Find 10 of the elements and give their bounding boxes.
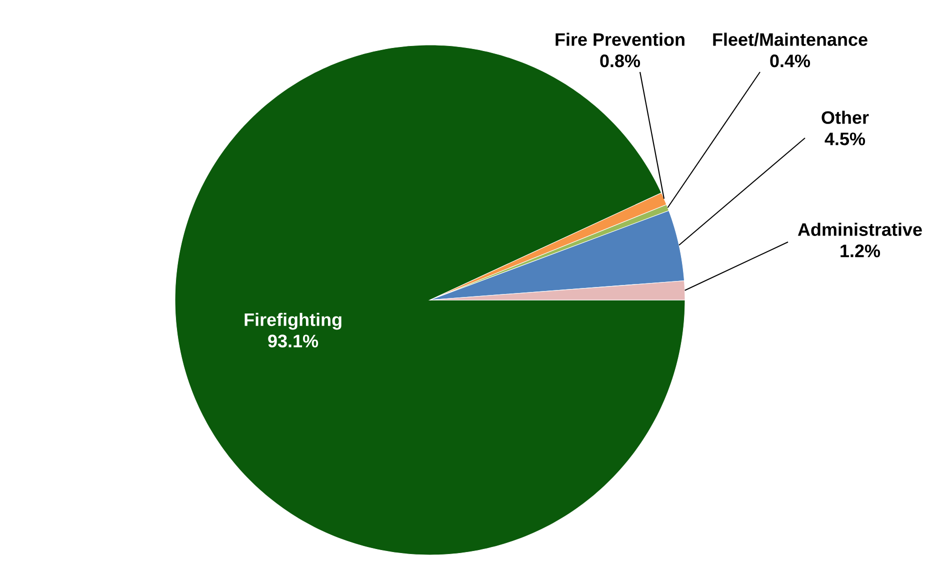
data-label: 1.2% bbox=[840, 244, 880, 258]
slice-label: Fleet/Maintenance bbox=[713, 32, 868, 46]
slice-label: Administrative bbox=[798, 222, 922, 236]
slice-label: Fire Prevention bbox=[556, 32, 684, 46]
slice-label: Other bbox=[822, 110, 869, 124]
data-label: 4.5% bbox=[824, 132, 866, 146]
data-label: 0.8% bbox=[600, 54, 640, 68]
slice-label: Firefighting bbox=[244, 312, 342, 330]
data-label: 0.4% bbox=[770, 54, 810, 68]
data-label: 93.1% bbox=[268, 334, 318, 348]
